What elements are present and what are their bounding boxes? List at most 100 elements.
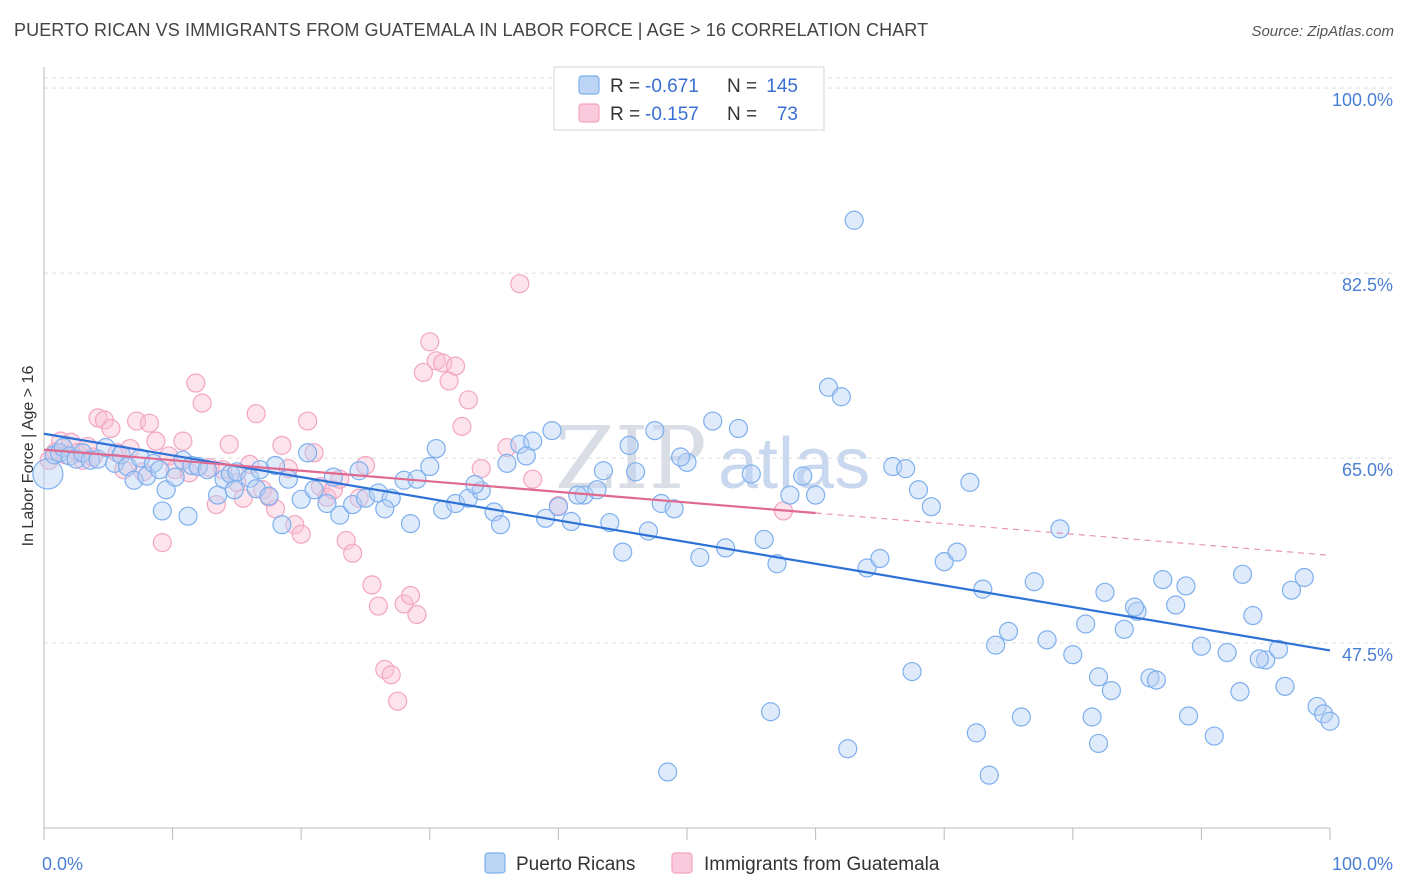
data-point	[1076, 614, 1096, 634]
data-point	[966, 723, 986, 743]
data-point	[298, 443, 318, 463]
data-point	[165, 467, 185, 487]
data-point	[1191, 636, 1212, 656]
data-point	[767, 554, 787, 574]
data-point	[1050, 519, 1070, 539]
data-point	[80, 450, 100, 470]
data-point	[947, 542, 967, 562]
watermark-zip: ZIP	[555, 409, 707, 509]
data-point	[793, 466, 813, 486]
data-point	[831, 387, 851, 407]
data-point	[1088, 733, 1109, 754]
data-point	[979, 765, 999, 785]
legend-r-value-2: -0.157	[645, 104, 699, 125]
data-point	[400, 585, 421, 606]
data-point	[510, 274, 530, 294]
series-guatemala-points	[39, 274, 794, 711]
x-tick-label-max: 100.0%	[1332, 854, 1393, 874]
data-point	[670, 447, 691, 467]
data-point	[838, 739, 858, 759]
data-point	[1217, 642, 1237, 663]
data-point	[375, 499, 395, 519]
data-point	[1011, 707, 1031, 727]
series-puerto-rican-points	[32, 210, 1340, 785]
legend-swatch-blue	[578, 75, 600, 95]
data-point	[272, 435, 292, 455]
data-point	[1243, 605, 1263, 626]
bottom-legend-puerto-ricans: Puerto Ricans	[516, 854, 635, 875]
legend-n-label-2: N =	[727, 104, 757, 125]
data-point	[1037, 630, 1057, 650]
data-point	[1204, 726, 1224, 746]
y-tick-label: 82.5%	[1342, 275, 1393, 295]
data-point	[613, 542, 633, 562]
bottom-legend-swatch-blue	[484, 852, 506, 874]
data-point	[219, 434, 239, 454]
data-point	[246, 404, 266, 424]
trend-line-puerto-rican	[43, 432, 1331, 652]
data-point	[32, 458, 64, 490]
data-point	[420, 456, 440, 477]
data-point	[192, 393, 212, 413]
data-point	[1124, 597, 1145, 617]
data-point	[703, 411, 723, 431]
data-point	[1153, 570, 1173, 590]
data-point	[452, 416, 472, 436]
data-point	[178, 506, 198, 526]
data-point	[400, 513, 421, 534]
legend-r-label-1: R =	[610, 76, 640, 97]
watermark-atlas: atlas	[718, 424, 870, 504]
data-point	[317, 493, 337, 514]
data-point	[658, 762, 678, 782]
data-point	[1088, 667, 1109, 687]
data-point	[844, 210, 864, 230]
x-axis-ticks	[43, 828, 1331, 840]
data-point	[150, 460, 170, 480]
data-point	[1101, 680, 1121, 701]
data-point	[1178, 706, 1199, 726]
data-point	[1176, 576, 1196, 596]
y-tick-labels: 47.5% 65.0% 82.5% 100.0%	[1332, 90, 1393, 665]
chart-title: PUERTO RICAN VS IMMIGRANTS FROM GUATEMAL…	[14, 20, 929, 40]
gridlines	[44, 77, 1392, 644]
data-point	[259, 486, 279, 506]
data-point	[1275, 676, 1295, 696]
data-point	[298, 411, 318, 431]
data-point	[1024, 572, 1044, 592]
data-point	[1063, 645, 1083, 665]
data-point	[1320, 711, 1340, 731]
data-point	[413, 362, 433, 383]
data-point	[1294, 567, 1314, 588]
data-point	[152, 533, 172, 553]
data-point	[1095, 582, 1115, 602]
data-point	[336, 530, 356, 551]
data-point	[542, 420, 562, 441]
legend-n-label-1: N =	[727, 76, 757, 97]
data-point	[362, 575, 382, 595]
legend-n-value-2: 73	[777, 104, 798, 125]
data-point	[1166, 595, 1186, 615]
data-point	[780, 485, 800, 505]
y-tick-label: 100.0%	[1332, 90, 1393, 110]
data-point	[1256, 650, 1276, 670]
legend-swatch-pink	[578, 103, 600, 123]
y-tick-label: 47.5%	[1342, 645, 1393, 665]
data-point	[49, 443, 70, 463]
data-point	[760, 702, 781, 722]
correlation-legend: R = -0.671 N = 145 R = -0.157 N = 73	[553, 66, 825, 131]
data-point	[1114, 619, 1134, 639]
data-point	[619, 435, 639, 455]
data-point	[690, 547, 710, 568]
data-point	[593, 461, 614, 481]
data-point	[1249, 649, 1269, 669]
data-point	[664, 499, 684, 519]
bottom-legend-guatemala: Immigrants from Guatemala	[704, 854, 940, 875]
data-point	[1146, 670, 1166, 690]
data-point	[407, 604, 427, 625]
data-point	[291, 524, 311, 544]
data-point	[304, 480, 324, 500]
data-point	[805, 485, 826, 505]
data-point	[375, 659, 395, 680]
data-point	[677, 452, 697, 472]
y-axis-label: In Labor Force | Age > 16	[20, 366, 37, 547]
